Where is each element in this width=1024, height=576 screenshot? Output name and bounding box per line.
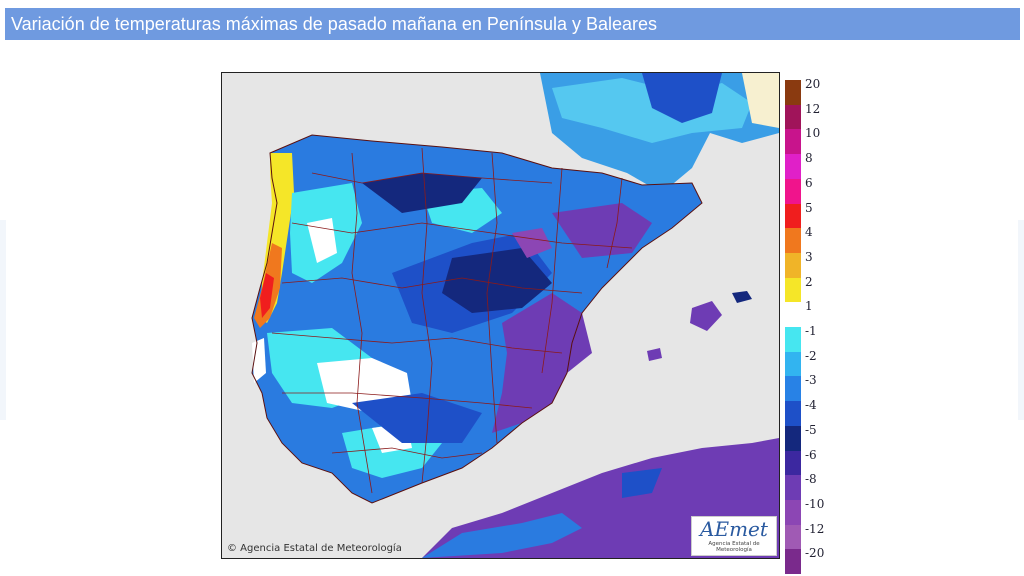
legend-label: 10 (805, 126, 821, 141)
legend-label: -1 (805, 324, 817, 338)
legend-swatch (785, 277, 801, 303)
france-east-area (742, 73, 779, 128)
france-dark-area (642, 73, 722, 123)
legend-swatch (785, 104, 801, 130)
legend-label: -12 (805, 521, 825, 536)
legend-label: -8 (805, 472, 817, 487)
legend-label: 1 (805, 299, 813, 314)
dark-blue-south (352, 393, 482, 443)
legend-label: 3 (805, 249, 813, 264)
legend-label: 5 (805, 200, 813, 215)
legend-label: -10 (805, 496, 825, 511)
page-title: Variación de temperaturas máximas de pas… (5, 8, 1020, 40)
navy-center (442, 248, 552, 313)
legend-label: 12 (805, 101, 821, 116)
legend-label: -5 (805, 422, 817, 437)
warm-strip-hot (260, 273, 274, 318)
map-graphic (222, 73, 779, 558)
legend-swatch (785, 302, 801, 328)
legend-label: 2 (805, 274, 813, 289)
menorca (732, 291, 752, 303)
aemet-logo: AEmet Agencia Estatal de Meteorología (691, 516, 777, 556)
legend-swatch (785, 475, 801, 501)
purple-ebro (512, 228, 552, 258)
legend-swatch (785, 228, 801, 254)
legend-swatch (785, 129, 801, 155)
legend-label: -4 (805, 398, 817, 413)
peninsula-outline (251, 134, 703, 504)
right-edge-shadow (1018, 220, 1024, 420)
left-edge-shadow (0, 220, 6, 420)
north-africa-dark (622, 468, 662, 498)
legend-label: 4 (805, 225, 813, 240)
legend-label: -6 (805, 447, 817, 462)
logo-mark: AEmet (700, 517, 768, 541)
navy-north (362, 173, 482, 213)
legend-swatch (785, 178, 801, 204)
legend-swatch (785, 401, 801, 427)
legend-swatch (785, 450, 801, 476)
legend-swatch (785, 203, 801, 229)
legend-label: 20 (805, 77, 821, 91)
color-legend: 20 12 10 8 6 5 4 3 2 1 -1 -2 -3 -4 -5 -6 -8 -10 -12 -20 (785, 77, 825, 575)
legend-swatch (785, 154, 801, 180)
legend-swatch (785, 80, 801, 105)
province-borders (271, 147, 633, 494)
legend-label: 8 (805, 151, 813, 166)
legend-swatch (785, 549, 801, 575)
legend-swatch (785, 376, 801, 402)
legend-swatch (785, 524, 801, 550)
north-africa-blue (422, 513, 582, 558)
legend-swatch (785, 327, 801, 352)
legend-swatch (785, 351, 801, 377)
ibiza (647, 348, 662, 361)
mallorca (690, 301, 722, 331)
legend-swatch (785, 252, 801, 278)
legend-label: -2 (805, 348, 817, 363)
copyright-credit: © Agencia Estatal de Meteorología (227, 543, 402, 554)
legend-swatch (785, 425, 801, 451)
legend-label: 6 (805, 175, 813, 190)
temperature-map: © Agencia Estatal de Meteorología AEmet … (221, 72, 780, 559)
legend-swatch (785, 499, 801, 525)
logo-subtitle: Agencia Estatal de Meteorología (708, 541, 760, 553)
purple-east (492, 293, 592, 433)
legend-label: -20 (805, 546, 825, 561)
legend-label: -3 (805, 373, 817, 388)
